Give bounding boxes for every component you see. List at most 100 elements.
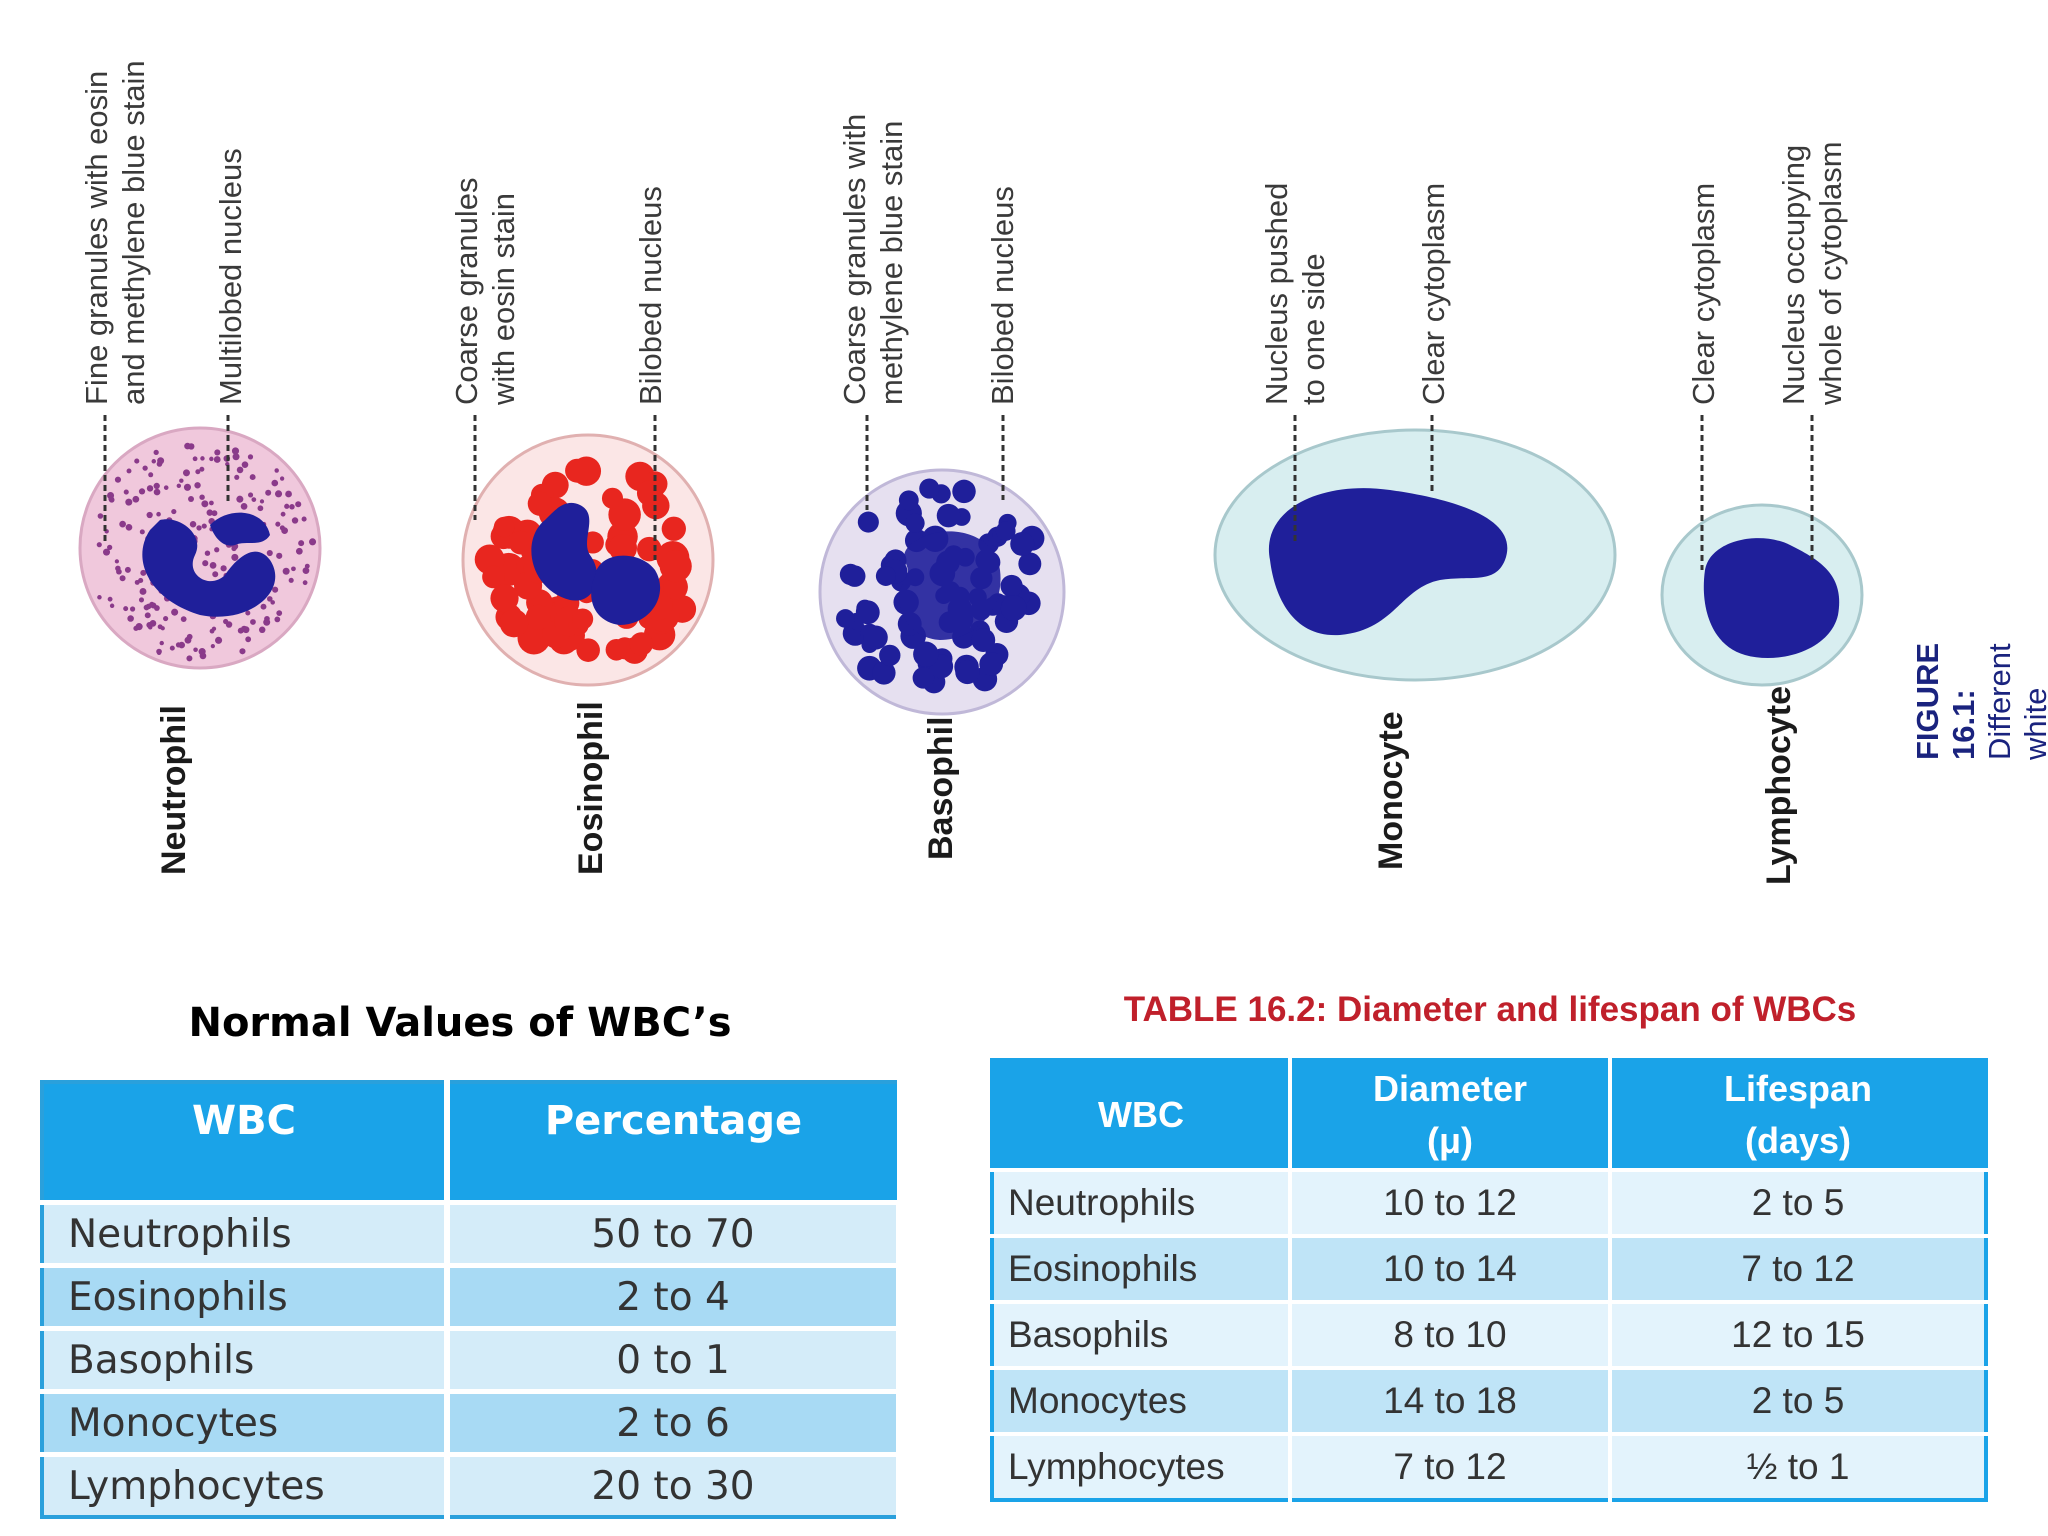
granule (1000, 574, 1023, 598)
granule (276, 552, 283, 559)
granule (103, 548, 111, 556)
granule (157, 624, 163, 630)
table2-cell-wbc: Neutrophils (992, 1168, 1292, 1236)
granule (258, 626, 266, 634)
granule (265, 489, 272, 496)
granule (159, 640, 164, 646)
granule (295, 501, 302, 508)
granule (565, 458, 590, 483)
granule (276, 610, 283, 617)
granule (220, 565, 227, 572)
table1-cell-wbc: Neutrophils (42, 1200, 450, 1266)
granule (186, 655, 193, 662)
granule (138, 597, 145, 603)
table1-header-row: WBC Percentage (42, 1082, 901, 1203)
granule (144, 612, 151, 619)
granule (151, 459, 157, 464)
granule (952, 479, 976, 504)
figure-caption: FIGURE 16.1: Different white blood cells (1910, 622, 2048, 760)
granule (879, 644, 901, 667)
table-row: Monocytes 14 to 18 2 to 5 (992, 1366, 1986, 1434)
granule (114, 476, 122, 483)
table2-cell-lifespan: 2 to 5 (1610, 1168, 1986, 1236)
table2-cell-lifespan: 2 to 5 (1610, 1366, 1986, 1434)
granule (231, 545, 237, 552)
granule (146, 511, 153, 519)
granule (608, 533, 638, 563)
granule (855, 600, 880, 625)
granule (266, 550, 273, 557)
granule (125, 523, 133, 531)
granule (204, 550, 211, 556)
granule (210, 644, 215, 649)
granule (302, 580, 308, 586)
granule (195, 469, 201, 475)
granule (109, 603, 115, 609)
granule (134, 579, 140, 585)
granule (285, 490, 292, 498)
granule (274, 616, 281, 623)
granule (1000, 595, 1027, 622)
granule (527, 491, 553, 516)
granule (175, 642, 182, 648)
granule (129, 606, 136, 612)
granule (250, 619, 256, 625)
granule (140, 569, 147, 576)
cell-name-neutrophil: Neutrophil (155, 705, 193, 875)
granule (176, 483, 182, 489)
granule (836, 609, 855, 628)
granule (955, 659, 980, 685)
table2-cell-diameter: 10 to 12 (1290, 1168, 1612, 1236)
granule (231, 447, 240, 455)
granule (857, 511, 879, 533)
granule (114, 559, 120, 564)
granule (198, 648, 206, 656)
granule (119, 520, 126, 528)
granule (1018, 552, 1042, 576)
table-row: Neutrophils 10 to 12 2 to 5 (992, 1168, 1986, 1236)
leader-lines (103, 415, 1814, 570)
table1-header-wbc: WBC (42, 1082, 450, 1203)
cell-name-eosinophil: Eosinophil (572, 701, 610, 875)
granule (659, 550, 692, 583)
granule (179, 478, 184, 483)
callout-lymphocyte-cytoplasm: Clear cytoplasm (1686, 182, 1721, 405)
table1-cell-wbc: Lymphocytes (42, 1452, 450, 1517)
granule (248, 492, 254, 498)
granule (148, 472, 154, 478)
granule (257, 505, 264, 512)
granule (284, 503, 290, 509)
granule (200, 456, 205, 461)
granule (661, 516, 686, 541)
granule (289, 504, 295, 510)
eosinophil-cell (461, 433, 715, 687)
granule (251, 497, 257, 502)
granule (214, 547, 220, 553)
granule (124, 566, 131, 573)
granule (156, 511, 161, 517)
table1-cell-percentage: 0 to 1 (447, 1326, 902, 1392)
table2-cell-diameter: 7 to 12 (1290, 1432, 1612, 1500)
granule (279, 476, 285, 481)
granule (213, 456, 221, 463)
table2-cell-wbc: Monocytes (992, 1366, 1292, 1434)
granule (1010, 531, 1035, 556)
granule (979, 652, 1004, 676)
granule (280, 511, 286, 517)
callout-lymphocyte-nucleus: Nucleus occupying whole of cytoplasm (1776, 141, 1849, 405)
table2-cell-diameter: 8 to 10 (1290, 1300, 1612, 1368)
granule (490, 584, 519, 613)
granule (898, 490, 919, 511)
granule (209, 628, 215, 634)
granule (188, 496, 195, 503)
granule (163, 485, 169, 490)
granule (107, 544, 113, 551)
table1-cell-percentage: 2 to 4 (447, 1263, 902, 1329)
granule (108, 496, 115, 502)
table-row: Monocytes 2 to 6 (42, 1389, 902, 1455)
granule (194, 482, 201, 489)
table-row: Eosinophils 2 to 4 (42, 1263, 902, 1329)
granule (126, 468, 132, 474)
granule (525, 604, 551, 630)
cell-name-monocyte: Monocyte (1372, 711, 1410, 870)
